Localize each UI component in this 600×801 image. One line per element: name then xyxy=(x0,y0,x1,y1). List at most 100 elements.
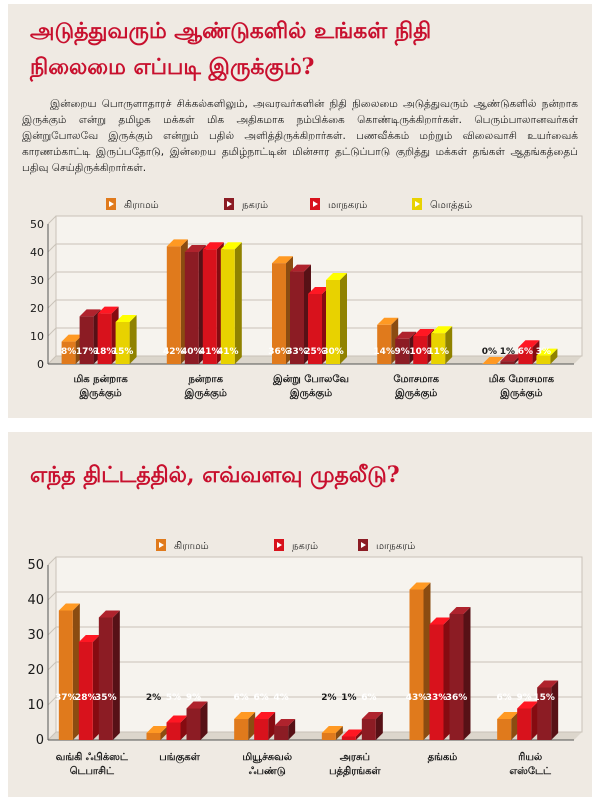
data-label: 6% xyxy=(254,693,269,703)
legend-item: மாநகரம் xyxy=(358,539,415,552)
y-tick-label: 0 xyxy=(37,358,44,371)
bar-top xyxy=(377,317,399,325)
bar: 15% xyxy=(112,315,137,364)
bar-front xyxy=(98,617,113,740)
bar: 11% xyxy=(427,326,453,364)
x-category-label: இருக்கும் xyxy=(184,387,227,400)
bar-front xyxy=(290,271,304,364)
data-label: 33% xyxy=(286,347,308,357)
legend-arrow-icon xyxy=(277,542,282,548)
data-label: 43% xyxy=(406,693,428,703)
bar-front xyxy=(341,736,356,740)
data-label: 35% xyxy=(95,693,117,703)
grid-diag xyxy=(47,626,57,636)
grid-diag xyxy=(47,271,57,281)
bar-top xyxy=(395,331,417,339)
grid-diag xyxy=(47,556,57,566)
bar-top xyxy=(78,635,100,642)
bar-side xyxy=(340,273,347,364)
data-label: 17% xyxy=(76,347,98,357)
x-category-label: இருக்கும் xyxy=(289,387,332,400)
y-tick-label: 20 xyxy=(30,302,44,315)
bar-top xyxy=(409,582,431,590)
bar-front xyxy=(166,246,181,364)
bar: 0% xyxy=(482,347,504,364)
bar: 10% xyxy=(409,329,435,364)
bar-top xyxy=(272,256,293,264)
bar: 5% xyxy=(166,693,188,740)
y-tick-label: 30 xyxy=(30,274,44,287)
bar-side xyxy=(551,680,559,740)
x-category-label: இருக்கும் xyxy=(78,387,121,400)
bar-top xyxy=(482,357,504,364)
y-tick-label: 50 xyxy=(30,218,44,231)
bar-front xyxy=(186,708,201,740)
bar-top xyxy=(517,701,539,709)
bar-side xyxy=(72,603,80,740)
data-label: 3% xyxy=(536,347,551,357)
x-category-label: மிக மோசமாக xyxy=(489,373,555,385)
data-label: 28% xyxy=(75,693,97,703)
x-category-label: பத்திரங்கள் xyxy=(329,765,381,777)
bar-top xyxy=(79,309,101,317)
legend-arrow-icon xyxy=(415,201,420,207)
y-tick-label: 10 xyxy=(30,330,44,343)
bar-side xyxy=(129,315,137,364)
x-category-label: எஸ்டேட் xyxy=(509,765,552,777)
bar-top xyxy=(234,712,256,719)
bar: 15% xyxy=(533,680,559,740)
bar-front xyxy=(184,252,199,364)
bar-side xyxy=(180,715,188,740)
bar-side xyxy=(112,610,120,740)
bar: 33% xyxy=(286,264,311,364)
bar-front xyxy=(500,361,515,364)
y-tick-label: 50 xyxy=(27,558,44,573)
x-category-label: தங்கம் xyxy=(428,752,458,763)
bar-side xyxy=(234,242,242,364)
grid-diag xyxy=(47,215,57,225)
y-tick-label: 10 xyxy=(27,698,44,713)
data-label: 25% xyxy=(304,347,326,357)
data-label: 8% xyxy=(61,347,76,357)
data-label: 18% xyxy=(94,347,116,357)
chart1-title-line1: அடுத்துவரும் ஆண்டுகளில் உங்கள் நிதி xyxy=(30,18,432,44)
bar-front xyxy=(202,249,217,364)
data-label: 37% xyxy=(55,693,77,703)
bar: 35% xyxy=(95,610,120,740)
x-category-label: மோசமாக xyxy=(393,373,439,385)
bar: 43% xyxy=(406,582,431,740)
legend-arrow-icon xyxy=(313,201,318,207)
legend-label: கிராமம் xyxy=(174,541,209,552)
bar-top xyxy=(98,610,120,618)
grid-diag xyxy=(47,591,57,601)
x-category-label: ஃபண்டு xyxy=(249,765,286,777)
bar-front xyxy=(536,355,551,364)
bar-side xyxy=(375,712,383,740)
data-label: 41% xyxy=(217,347,239,357)
bar-top xyxy=(166,715,188,723)
y-tick-label: 0 xyxy=(36,733,44,748)
y-tick-label: 20 xyxy=(27,663,44,678)
bar-top xyxy=(536,348,558,356)
bar-top xyxy=(449,607,471,614)
bar-front xyxy=(274,726,289,740)
bar: 41% xyxy=(217,242,242,364)
legend-label: மாநகரம் xyxy=(376,541,415,552)
data-label: 42% xyxy=(163,347,185,357)
bar-front xyxy=(409,589,424,740)
bar-front xyxy=(517,708,532,740)
bar-front xyxy=(61,341,76,364)
bar-front xyxy=(115,322,130,364)
bar-top xyxy=(115,315,137,322)
bar-front xyxy=(413,336,428,364)
bar-top xyxy=(58,603,80,611)
y-tick-label: 30 xyxy=(27,628,44,643)
bar: 37% xyxy=(55,603,80,740)
bar-top xyxy=(431,326,453,334)
data-label: 14% xyxy=(373,347,395,357)
data-label: 36% xyxy=(446,693,468,703)
bar: 30% xyxy=(322,273,347,364)
x-category-label: பங்குகள் xyxy=(159,752,200,764)
plot-back-wall xyxy=(55,556,583,733)
